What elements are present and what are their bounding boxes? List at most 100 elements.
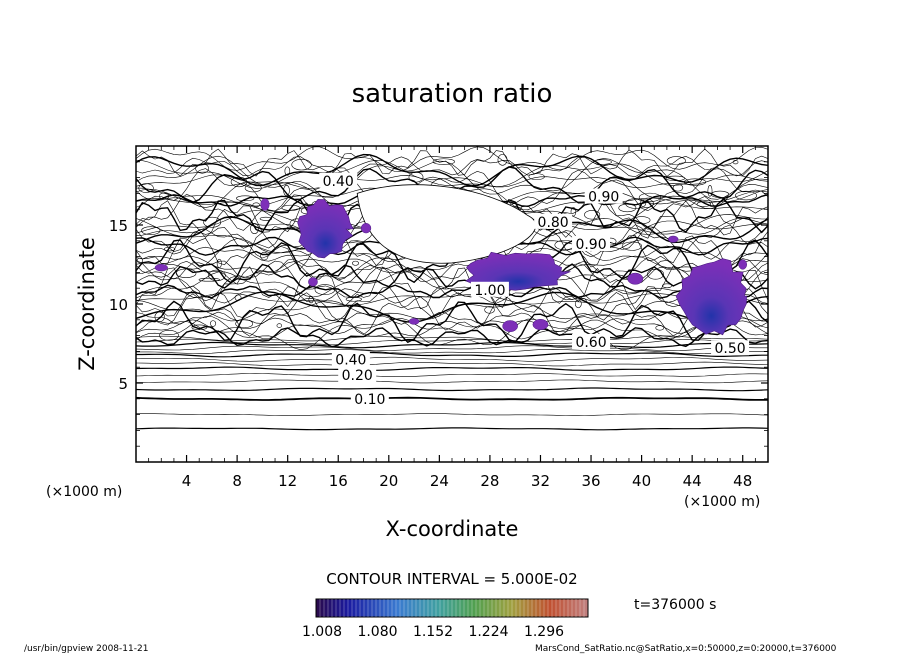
contour-line [136, 146, 768, 172]
contour-eddy [203, 216, 222, 228]
contour-eddy [672, 184, 684, 192]
supersaturated-speck [408, 318, 420, 325]
colorbar-gradient [315, 598, 589, 618]
contour-line [136, 292, 768, 306]
contour-eddy [625, 198, 647, 209]
contour-eddy [234, 294, 242, 301]
contour-lines-layer [136, 146, 768, 431]
contour-eddy [210, 320, 217, 327]
x-tick-label: 16 [329, 472, 348, 490]
contour-line [136, 155, 768, 200]
contour-label: 1.00 [474, 283, 505, 299]
footer-right: MarsCond_SatRatio.nc@SatRatio,x=0:50000,… [535, 644, 837, 654]
contour-line [136, 155, 768, 178]
contour-eddy [665, 175, 685, 181]
contour-line [136, 373, 768, 377]
colorbar-tick-label: 1.296 [524, 624, 564, 640]
x-tick-label: 48 [733, 472, 752, 490]
contour-eddy [159, 330, 179, 341]
contour-eddy [618, 203, 637, 213]
supersaturated-speck [308, 277, 318, 287]
contour-line [136, 300, 768, 344]
x-tick-label: 8 [232, 472, 242, 490]
contour-eddy [230, 176, 248, 188]
supersaturated-speck [154, 263, 168, 272]
contour-eddy [259, 216, 273, 221]
contour-eddy [141, 226, 161, 235]
contour-line [136, 345, 768, 351]
contour-line [136, 166, 768, 212]
contour-label: 0.50 [714, 341, 745, 357]
contour-label: 0.60 [575, 335, 606, 351]
contour-eddy [528, 173, 545, 181]
contour-eddy [638, 192, 661, 202]
contour-eddy [283, 185, 290, 196]
x-tick-label: 28 [480, 472, 499, 490]
contour-label-bg [711, 340, 750, 356]
x-unit-label-left: (×1000 m) [46, 484, 122, 500]
supersaturated-speck [532, 319, 549, 331]
contour-label: 0.80 [538, 215, 569, 231]
x-tick-label: 40 [632, 472, 651, 490]
contour-line [136, 327, 768, 348]
y-axis: 5 10 15 [109, 161, 768, 447]
colorbar-tick-label: 1.224 [468, 624, 508, 640]
supersaturated-region-2 [465, 251, 571, 292]
contour-eddy [593, 159, 612, 165]
colorbar-tick-label: 1.008 [302, 624, 342, 640]
contour-eddy [154, 311, 165, 323]
footer-left: /usr/bin/gpview 2008-11-21 [24, 644, 148, 654]
contour-eddy [260, 251, 269, 261]
x-unit-label-right: (×1000 m) [684, 494, 760, 510]
contour-eddy [484, 306, 495, 314]
contour-eddy [345, 296, 362, 302]
supersaturated-speck [360, 223, 372, 234]
y-tick-label: 15 [109, 217, 128, 235]
contour-eddy [735, 190, 757, 201]
contour-eddy [138, 183, 154, 193]
contour-interval-label: CONTOUR INTERVAL = 5.000E-02 [326, 570, 577, 588]
contour-line [136, 284, 768, 299]
contour-label: 0.20 [342, 368, 373, 384]
contour-label-bg [572, 333, 611, 349]
contour-label-bg [534, 213, 573, 229]
contour-line [136, 338, 768, 345]
contour-eddy [198, 277, 220, 282]
supersaturated-speck [502, 320, 518, 333]
x-axis-title: X-coordinate [386, 517, 519, 541]
contour-eddy [647, 268, 664, 280]
contour-eddy [235, 319, 254, 329]
contour-eddy [732, 160, 739, 165]
contour-eddy [432, 158, 455, 165]
contour-eddy [136, 257, 144, 264]
y-axis-title: Z-coordinate [75, 237, 99, 371]
contour-eddy [216, 258, 222, 268]
contour-line [136, 413, 768, 416]
unsaturated-core [356, 184, 536, 264]
contour-eddy [570, 207, 577, 217]
x-axis: 4 8 12 16 20 24 28 32 36 40 44 48 [148, 146, 756, 490]
contour-line [136, 356, 768, 362]
supersaturated-region-1 [297, 199, 354, 259]
contour-line [136, 315, 768, 351]
contour-line [136, 291, 768, 323]
contour-label-bg [470, 281, 509, 297]
y-tick-label: 5 [118, 375, 128, 393]
contour-line [136, 148, 768, 177]
contour-eddy [655, 325, 665, 331]
contour-line [136, 260, 768, 285]
contour-line [136, 379, 768, 384]
contour-label-bg [331, 351, 370, 367]
contour-eddy [696, 201, 712, 207]
contour-line [136, 257, 768, 281]
contour-label-bg [572, 235, 611, 251]
contour-eddy [191, 324, 208, 331]
x-tick-label: 36 [581, 472, 600, 490]
contour-line [136, 361, 768, 367]
colorbar-ticks: 1.008 1.080 1.152 1.224 1.296 [302, 624, 564, 640]
x-tick-label: 24 [430, 472, 449, 490]
contour-line [136, 427, 768, 431]
colorbar-tick-label: 1.152 [413, 624, 453, 640]
supersaturated-speck [627, 272, 644, 285]
